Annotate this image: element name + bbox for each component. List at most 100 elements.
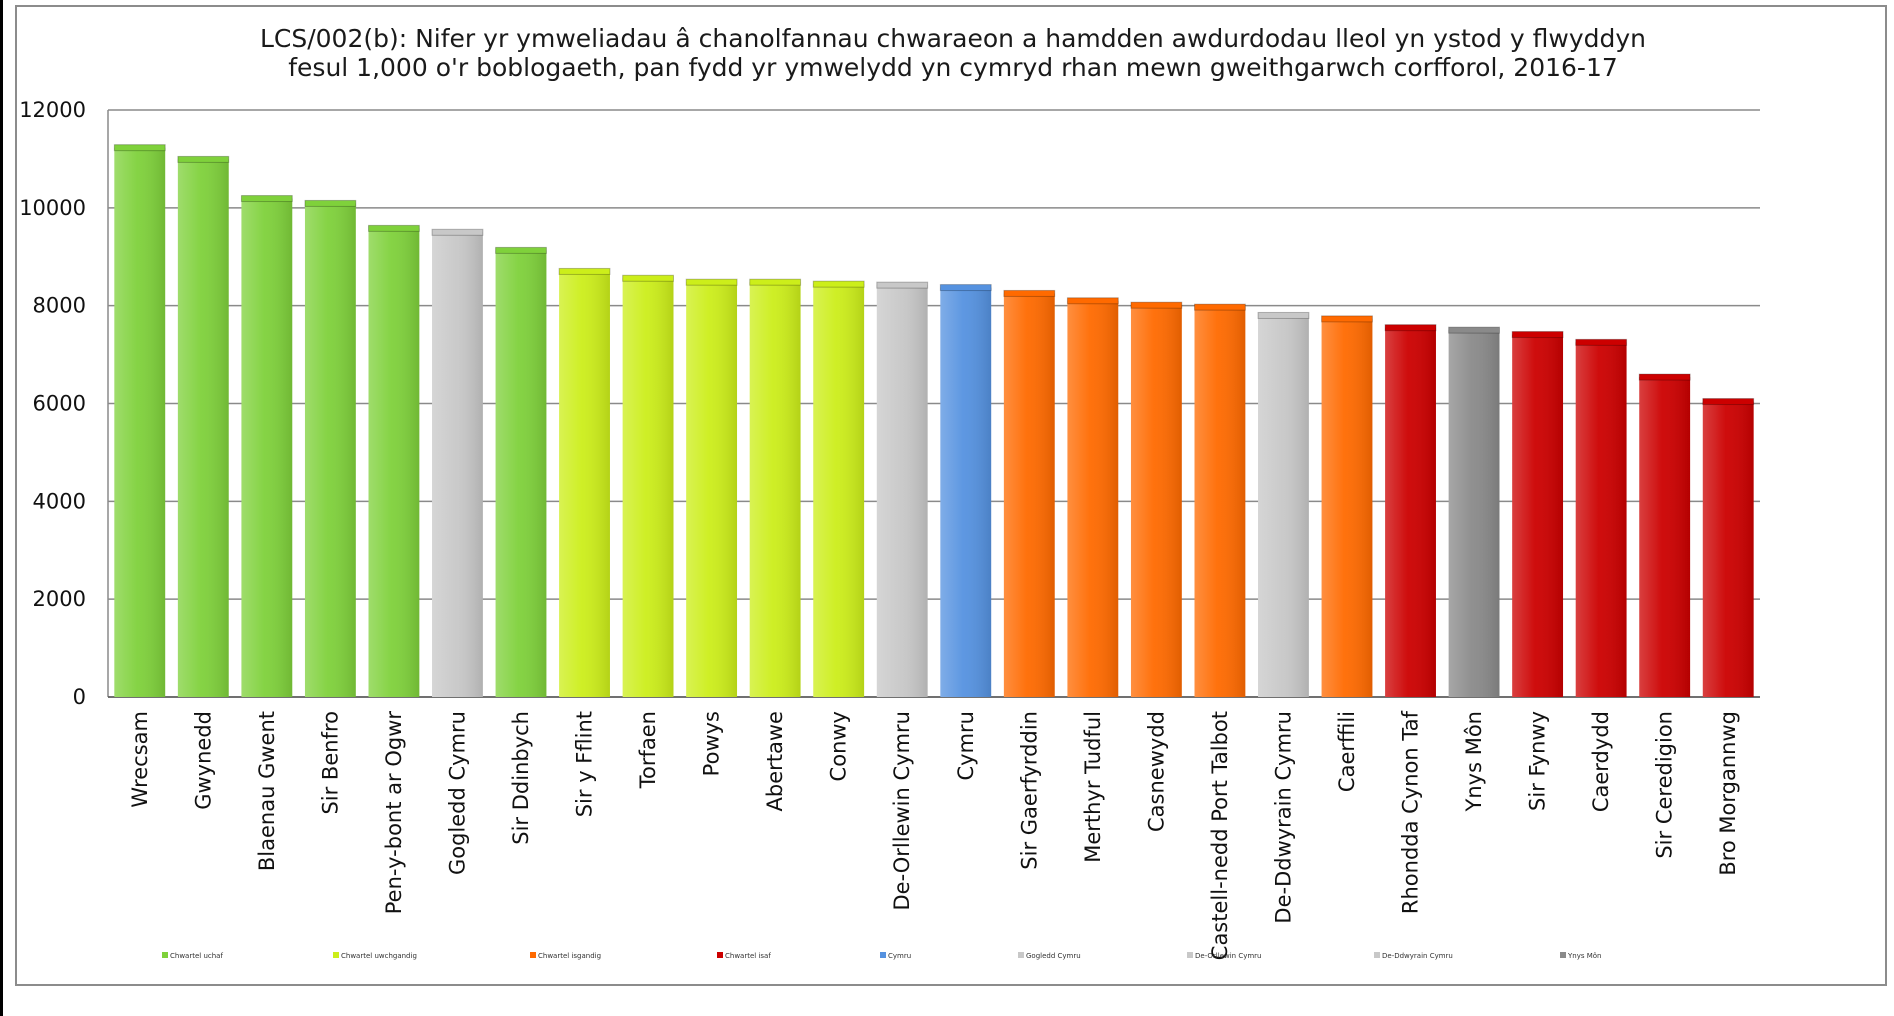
bar-gwynedd xyxy=(177,155,230,698)
bar-cap xyxy=(304,199,357,207)
bar-cap xyxy=(1066,297,1119,305)
bar-cap xyxy=(1130,301,1183,309)
legend-swatch xyxy=(880,952,886,958)
legend-item: De-Ddwyrain Cymru xyxy=(1374,952,1453,960)
x-tick-label: Torfaen xyxy=(636,711,660,789)
bar-cap xyxy=(1575,338,1628,346)
x-tick-label: De-Ddwyrain Cymru xyxy=(1271,711,1295,924)
bar-cap xyxy=(1448,326,1500,334)
bar-cap xyxy=(1511,331,1564,339)
x-tick-label: Castell-nedd Port Talbot xyxy=(1208,711,1232,960)
legend-item: De-Orllewin Cymru xyxy=(1187,952,1262,960)
bar-abertawe xyxy=(749,278,802,697)
bar-cap xyxy=(622,274,674,282)
bar-shading xyxy=(114,147,166,697)
y-tick-label: 8000 xyxy=(33,294,86,318)
bar-cap xyxy=(1638,373,1691,381)
bar-shading xyxy=(1702,401,1754,697)
bar-cap xyxy=(749,278,802,286)
legend-swatch xyxy=(1560,952,1566,958)
bar-merthyr-tudful xyxy=(1066,297,1119,697)
bar-shading xyxy=(1639,377,1691,697)
x-tick-label: Pen-y-bont ar Ogwr xyxy=(382,711,406,915)
bar-shading xyxy=(559,271,610,697)
legend-item: Chwartel uwchgandig xyxy=(333,952,417,960)
bar-cap xyxy=(1257,311,1310,319)
legend-swatch xyxy=(162,952,168,958)
legend-label: Ynys Môn xyxy=(1567,952,1602,960)
y-tick-label: 4000 xyxy=(33,489,86,513)
legend-swatch xyxy=(530,952,536,958)
bar-blaenau-gwent xyxy=(240,195,293,697)
legend-label: Chwartel uchaf xyxy=(170,952,223,960)
x-tick-label: Caerdydd xyxy=(1589,711,1613,812)
bar-bro-morgannwg xyxy=(1702,398,1755,697)
y-axis-ticks: 0 2000 4000 6000 8000 10000 12000 xyxy=(19,98,86,709)
x-tick-label: Abertawe xyxy=(763,711,787,811)
legend-label: Chwartel uwchgandig xyxy=(341,952,417,960)
x-tick-label: Cymru xyxy=(954,711,978,781)
bar-cap xyxy=(876,281,929,289)
bar-shading xyxy=(1575,342,1627,697)
y-tick-label: 0 xyxy=(73,685,86,709)
bar-rhondda-cynon-taf xyxy=(1384,324,1437,697)
x-tick-label: Wrecsam xyxy=(128,711,152,808)
bar-shading xyxy=(686,282,738,697)
legend-item: Chwartel uchaf xyxy=(162,952,223,960)
x-tick-label: Gogledd Cymru xyxy=(445,711,469,875)
bar-caerffili xyxy=(1321,315,1373,697)
bar-shading xyxy=(241,198,293,697)
x-axis-labels: Wrecsam Gwynedd Blaenau Gwent Sir Benfro Pen… xyxy=(128,710,1740,960)
bar-cap xyxy=(431,228,484,236)
bar-de-orllewin-cymru xyxy=(876,281,929,697)
bar-sir-fynwy xyxy=(1511,331,1564,697)
bar-pen-y-bont-ar-ogwr xyxy=(368,224,420,697)
x-tick-label: Casnewydd xyxy=(1144,711,1168,832)
bar-cap xyxy=(1194,303,1246,311)
bar-shading xyxy=(177,159,229,698)
bar-cap xyxy=(177,155,230,163)
x-tick-label: Sir Ceredigion xyxy=(1653,711,1677,859)
bar-shading xyxy=(1067,300,1119,697)
x-tick-label: Gwynedd xyxy=(191,711,215,810)
bar-ynys-m-n xyxy=(1448,326,1500,697)
bar-shading xyxy=(1321,318,1373,697)
legend-label: Chwartel isaf xyxy=(725,952,771,960)
bar-castell-nedd-port-talbot xyxy=(1194,303,1246,697)
bar-shading xyxy=(304,203,356,697)
chart-border xyxy=(15,5,1887,986)
legend-swatch xyxy=(1018,952,1024,958)
bar-conwy xyxy=(812,280,865,697)
x-tick-label: Sir Fynwy xyxy=(1526,711,1550,811)
bar-shading xyxy=(940,287,992,697)
bar-shading xyxy=(622,278,674,697)
bar-shading xyxy=(368,228,420,697)
bar-cap xyxy=(368,224,420,232)
legend-item: Chwartel isaf xyxy=(717,952,771,960)
bars xyxy=(113,144,1755,698)
bar-cap xyxy=(495,246,547,254)
bar-shading xyxy=(1003,293,1055,697)
bar-sir-y-fflint xyxy=(558,267,611,697)
bar-de-ddwyrain-cymru xyxy=(1257,311,1310,697)
legend-item: Gogledd Cymru xyxy=(1018,952,1081,960)
x-tick-label: Caerffili xyxy=(1335,711,1359,792)
y-tick-label: 10000 xyxy=(19,196,86,220)
bar-cap xyxy=(685,278,738,286)
legend-item: Ynys Môn xyxy=(1560,952,1602,960)
bar-gogledd-cymru xyxy=(431,228,484,697)
x-tick-label: Blaenau Gwent xyxy=(255,711,279,871)
legend-item: Cymru xyxy=(880,952,911,960)
legend-item: Chwartel isgandig xyxy=(530,952,601,960)
x-tick-label: Sir y Fflint xyxy=(573,711,597,817)
legend-swatch xyxy=(333,952,339,958)
x-tick-label: Sir Benfro xyxy=(318,711,342,815)
legend-label: Chwartel isgandig xyxy=(538,952,601,960)
bar-wrecsam xyxy=(113,144,166,697)
bar-cap xyxy=(1003,289,1056,297)
bar-cap xyxy=(1702,398,1755,406)
bar-cap xyxy=(812,280,865,288)
x-tick-label: Bro Morgannwg xyxy=(1716,711,1740,876)
